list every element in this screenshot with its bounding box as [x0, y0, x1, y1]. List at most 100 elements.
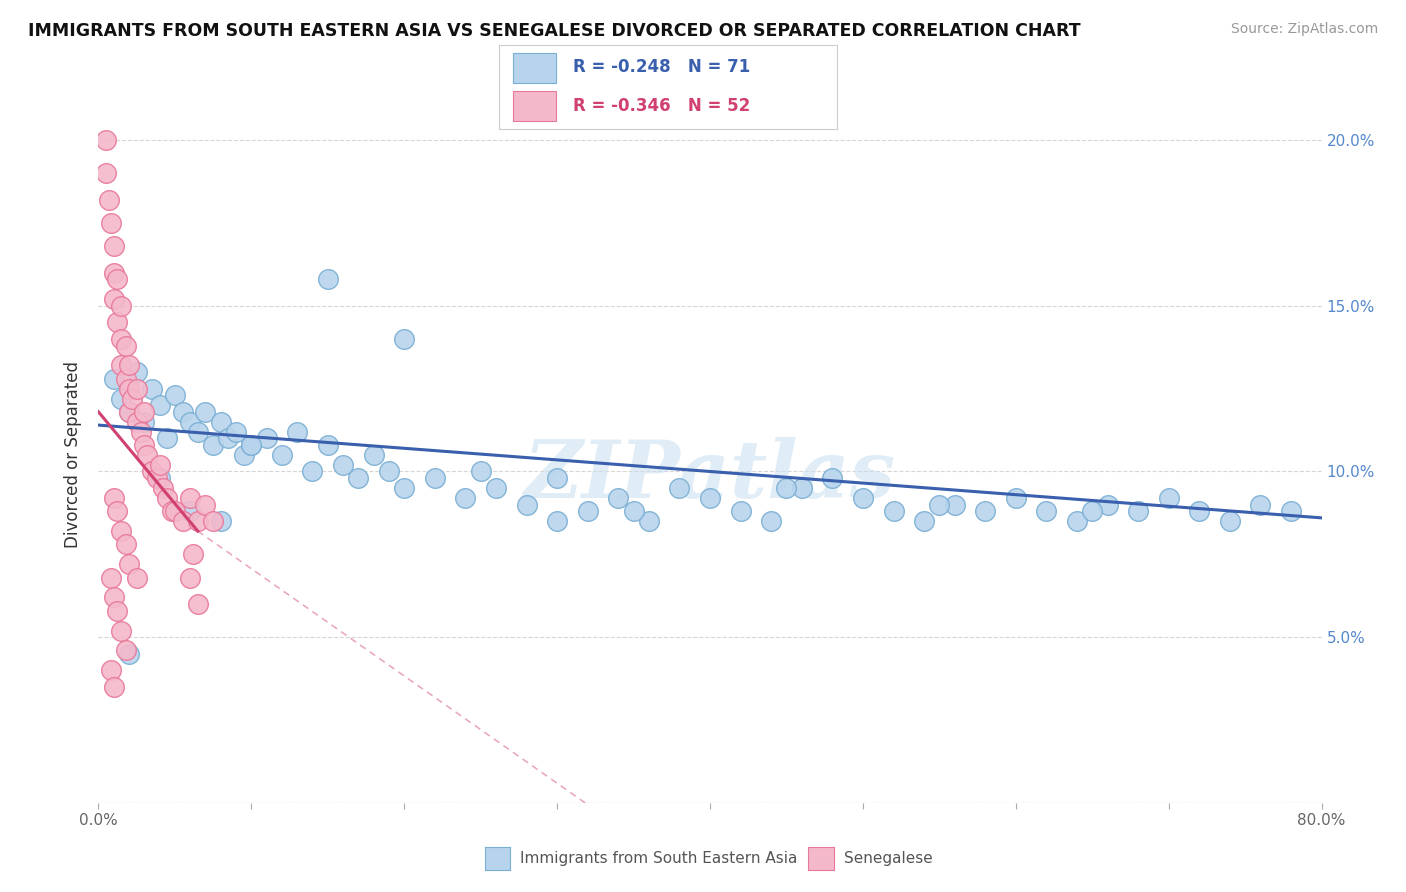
Point — [943, 498, 966, 512]
Point — [103, 292, 125, 306]
Point — [928, 498, 950, 512]
FancyBboxPatch shape — [513, 91, 557, 120]
Point — [668, 481, 690, 495]
Point — [149, 458, 172, 472]
Point — [1279, 504, 1302, 518]
Point — [156, 431, 179, 445]
Point — [118, 382, 141, 396]
Point — [115, 643, 138, 657]
Point — [105, 272, 128, 286]
Point — [105, 504, 128, 518]
Point — [103, 372, 125, 386]
Point — [607, 491, 630, 505]
Point — [179, 504, 201, 518]
Point — [1066, 514, 1088, 528]
Point — [125, 365, 148, 379]
Point — [118, 405, 141, 419]
Point — [1157, 491, 1180, 505]
Point — [118, 405, 141, 419]
Point — [378, 465, 401, 479]
Point — [1128, 504, 1150, 518]
Point — [194, 498, 217, 512]
Point — [103, 266, 125, 280]
Point — [316, 272, 339, 286]
Point — [623, 504, 645, 518]
Point — [1004, 491, 1026, 505]
Point — [181, 547, 204, 561]
Point — [134, 405, 156, 419]
Point — [163, 504, 186, 518]
Y-axis label: Divorced or Separated: Divorced or Separated — [65, 361, 83, 549]
Point — [160, 504, 183, 518]
Text: R = -0.248   N = 71: R = -0.248 N = 71 — [574, 59, 751, 77]
Point — [217, 431, 239, 445]
Point — [576, 504, 599, 518]
Point — [125, 382, 148, 396]
Point — [187, 597, 209, 611]
Point — [100, 570, 122, 584]
Text: IMMIGRANTS FROM SOUTH EASTERN ASIA VS SENEGALESE DIVORCED OR SEPARATED CORRELATI: IMMIGRANTS FROM SOUTH EASTERN ASIA VS SE… — [28, 22, 1081, 40]
Point — [470, 465, 492, 479]
Point — [118, 359, 141, 373]
Point — [115, 338, 138, 352]
Point — [100, 216, 122, 230]
Point — [225, 425, 247, 439]
Point — [1249, 498, 1271, 512]
Point — [98, 193, 121, 207]
Point — [912, 514, 935, 528]
Point — [316, 438, 339, 452]
Point — [118, 558, 141, 572]
Point — [883, 504, 905, 518]
Point — [516, 498, 538, 512]
Text: Source: ZipAtlas.com: Source: ZipAtlas.com — [1230, 22, 1378, 37]
Point — [134, 415, 156, 429]
Point — [105, 315, 128, 329]
Point — [1035, 504, 1057, 518]
Point — [103, 591, 125, 605]
Point — [149, 398, 172, 412]
Point — [125, 570, 148, 584]
Point — [156, 491, 179, 505]
Point — [423, 471, 446, 485]
Point — [110, 392, 132, 406]
Point — [145, 471, 167, 485]
Point — [103, 491, 125, 505]
Text: ZIPatlas: ZIPatlas — [524, 437, 896, 515]
Point — [115, 537, 138, 551]
Point — [110, 359, 132, 373]
Point — [187, 514, 209, 528]
Point — [256, 431, 278, 445]
Point — [103, 239, 125, 253]
Point — [110, 624, 132, 638]
Point — [134, 438, 156, 452]
Text: Senegalese: Senegalese — [844, 851, 932, 865]
Point — [270, 448, 292, 462]
Point — [115, 372, 138, 386]
Point — [209, 514, 232, 528]
Point — [172, 405, 194, 419]
Point — [202, 438, 225, 452]
Point — [332, 458, 354, 472]
Point — [699, 491, 721, 505]
Point — [392, 332, 416, 346]
Point — [103, 680, 125, 694]
Point — [730, 504, 752, 518]
Point — [110, 524, 132, 538]
Point — [546, 471, 568, 485]
Point — [179, 491, 201, 505]
Point — [149, 471, 172, 485]
Point — [485, 481, 508, 495]
Point — [392, 481, 416, 495]
Point — [118, 647, 141, 661]
Point — [363, 448, 385, 462]
Point — [1219, 514, 1241, 528]
Point — [301, 465, 323, 479]
Point — [187, 425, 209, 439]
Point — [125, 415, 148, 429]
Point — [775, 481, 797, 495]
Point — [172, 514, 194, 528]
Point — [454, 491, 477, 505]
Point — [105, 604, 128, 618]
Point — [121, 392, 143, 406]
Point — [1188, 504, 1211, 518]
